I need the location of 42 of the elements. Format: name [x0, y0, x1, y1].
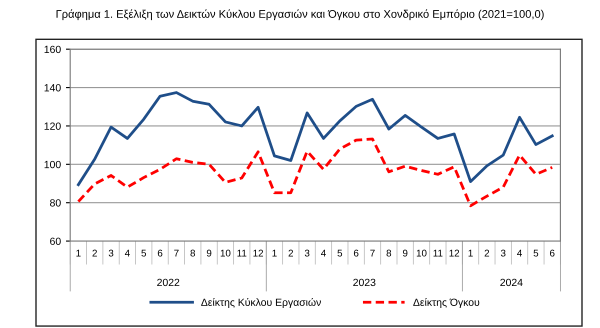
x-tick-label: 11: [434, 250, 442, 256]
x-tick-label: 11: [237, 250, 246, 256]
x-tick-label: 10: [416, 250, 427, 257]
text: 2023: [353, 278, 376, 286]
x-tick-label: 4: [517, 250, 522, 256]
x-tick-label: 2: [92, 250, 97, 256]
x-tick-label: 1: [468, 250, 473, 256]
x-tick-label: 4: [320, 250, 326, 256]
x-tick-label: 8: [386, 250, 392, 257]
x-tick-label: 3: [108, 250, 114, 257]
x-tick-label: 9: [206, 250, 212, 257]
x-tick-label: 3: [304, 250, 310, 257]
y-tick-label: 140: [44, 84, 61, 92]
x-tick-label: 12: [450, 250, 460, 256]
text: 2022: [157, 278, 180, 286]
x-tick-label: 1: [76, 250, 81, 256]
chart-title: Γράφημα 1. Εξέλιξη των Δεικτών Κύκλου Εργασιών και Όγκου στο Χονδρικό Εμπόριο (2021=100,0): [56, 9, 544, 20]
y-tick-label: 160: [44, 46, 61, 54]
legend-label: Δείκτης Κύκλου Εργασιών: [201, 298, 321, 308]
y-tick-label: 60: [50, 238, 61, 245]
x-tick-label: 6: [354, 250, 358, 257]
y-tick-label: 100: [44, 160, 61, 168]
x-tick-label: 12: [253, 250, 264, 256]
x-tick-label: 10: [220, 250, 230, 257]
x-tick-label: 2: [484, 250, 490, 256]
x-tick-label: 8: [190, 250, 196, 257]
x-tick-label: 7: [370, 250, 375, 256]
legend-label: Δείκτης Όγκου: [413, 298, 480, 308]
x-tick-label: 6: [158, 250, 162, 257]
x-tick-label: 5: [337, 250, 342, 257]
x-tick-label: 7: [174, 250, 179, 256]
x-tick-label: 1: [272, 250, 277, 256]
x-tick-label: 6: [550, 250, 555, 257]
x-tick-label: 5: [141, 250, 146, 257]
x-tick-label: 4: [124, 250, 130, 256]
x-tick-label: 2: [288, 250, 294, 256]
y-tick-label: 80: [50, 199, 61, 207]
y-tick-label: 120: [44, 122, 61, 130]
text: 2024: [500, 278, 523, 286]
x-tick-label: 9: [402, 250, 408, 257]
x-tick-label: 3: [500, 250, 506, 257]
x-tick-label: 5: [534, 250, 538, 257]
